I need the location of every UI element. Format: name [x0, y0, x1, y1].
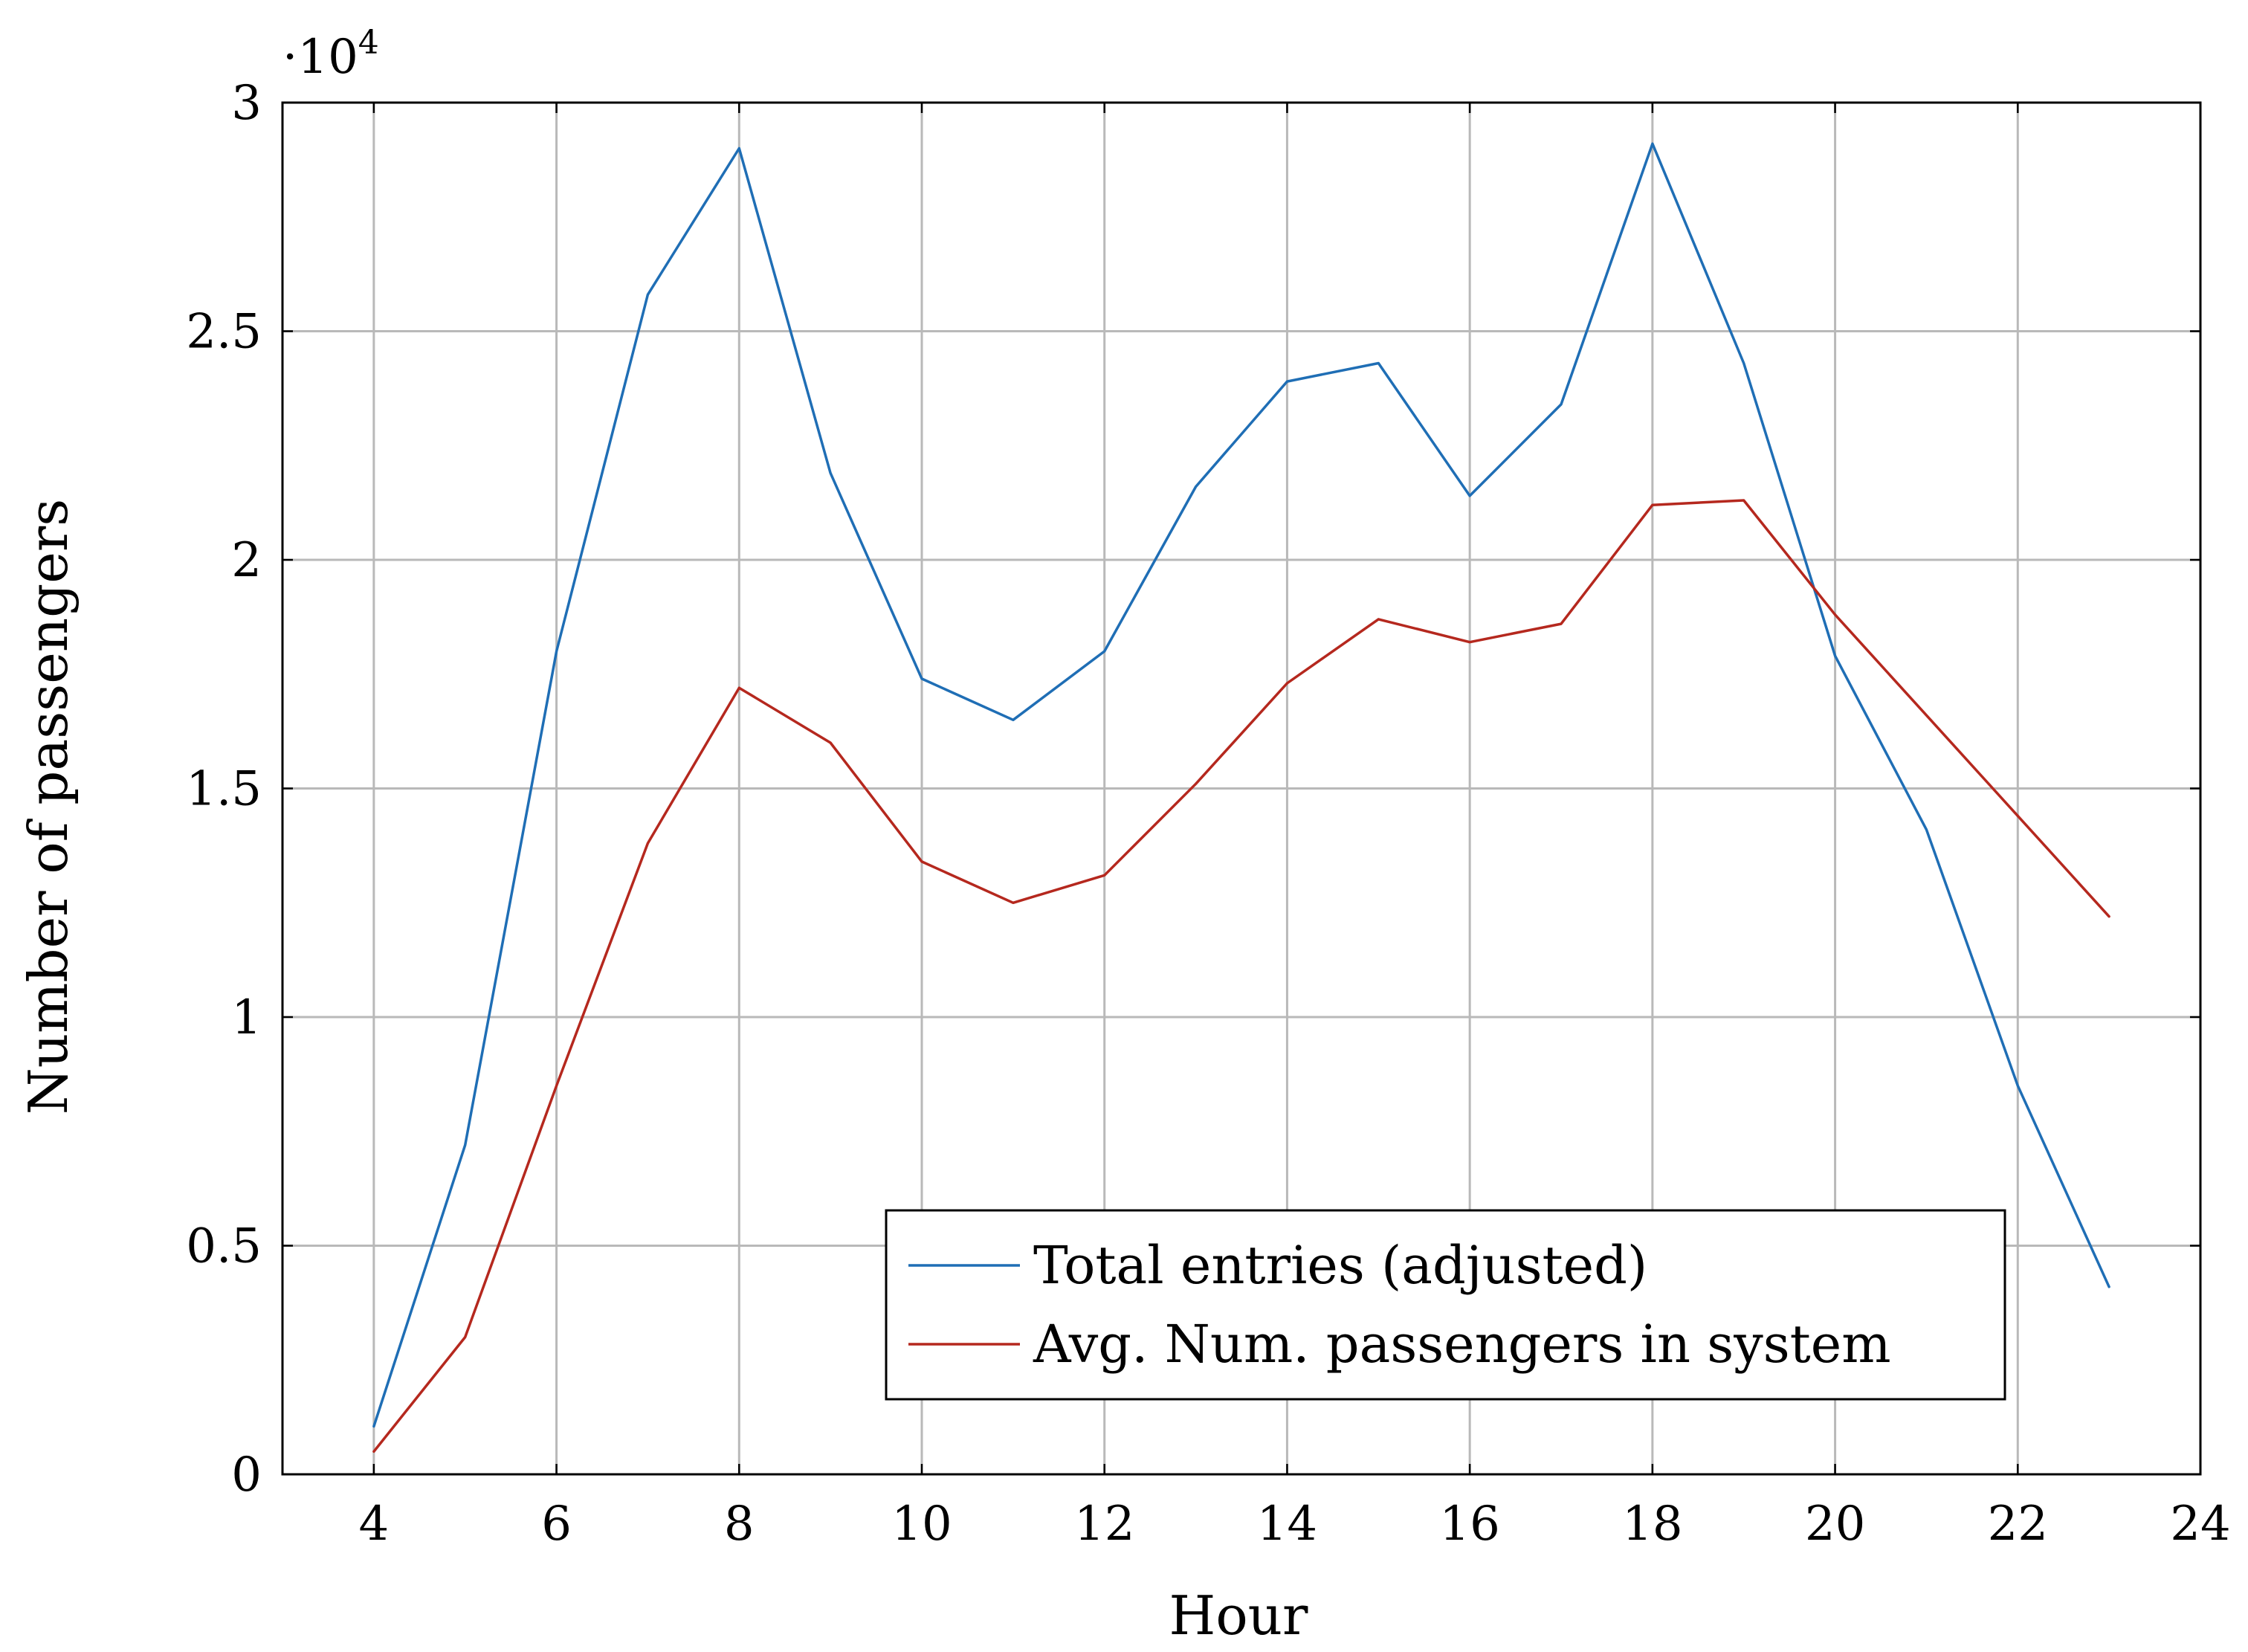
x-tick-label: 22 — [1988, 1497, 2048, 1552]
y-axis-multiplier: ·104 — [282, 24, 379, 85]
x-tick-label: 16 — [1439, 1497, 1499, 1552]
legend-label-avg-passengers: Avg. Num. passengers in system — [1033, 1314, 1891, 1375]
series-line-total-entries — [372, 142, 2110, 1428]
y-tick-label: 2 — [231, 533, 262, 588]
y-tick-label: 1.5 — [186, 762, 262, 817]
axis-ticks: 4 6 8 10 12 14 16 18 20 22 24 0 0.5 1 1.5 2 2.5 3 — [186, 76, 2231, 1552]
x-tick-label: 12 — [1074, 1497, 1134, 1552]
x-tick-label: 8 — [724, 1497, 755, 1552]
x-tick-label: 24 — [2170, 1497, 2230, 1552]
y-tick-label: 3 — [231, 76, 262, 131]
legend-box — [885, 1209, 2006, 1401]
legend: Total entries (adjusted) Avg. Num. passe… — [885, 1209, 2006, 1401]
y-tick-label: 0.5 — [186, 1219, 262, 1274]
series-group — [372, 142, 2110, 1453]
y-tick-label: 0 — [231, 1448, 262, 1503]
legend-label-total-entries: Total entries (adjusted) — [1033, 1235, 1647, 1296]
y-tick-label: 2.5 — [186, 305, 262, 360]
x-axis-title: Hour — [1169, 1584, 1309, 1647]
x-tick-label: 10 — [891, 1497, 952, 1552]
x-tick-label: 6 — [541, 1497, 572, 1552]
series-line-avg-passengers — [372, 499, 2110, 1453]
y-tick-label: 1 — [231, 990, 262, 1045]
x-tick-label: 4 — [358, 1497, 389, 1552]
x-tick-label: 14 — [1257, 1497, 1317, 1552]
x-tick-label: 18 — [1622, 1497, 1682, 1552]
y-axis-title: Number of passengers — [17, 499, 80, 1115]
x-tick-label: 20 — [1805, 1497, 1865, 1552]
